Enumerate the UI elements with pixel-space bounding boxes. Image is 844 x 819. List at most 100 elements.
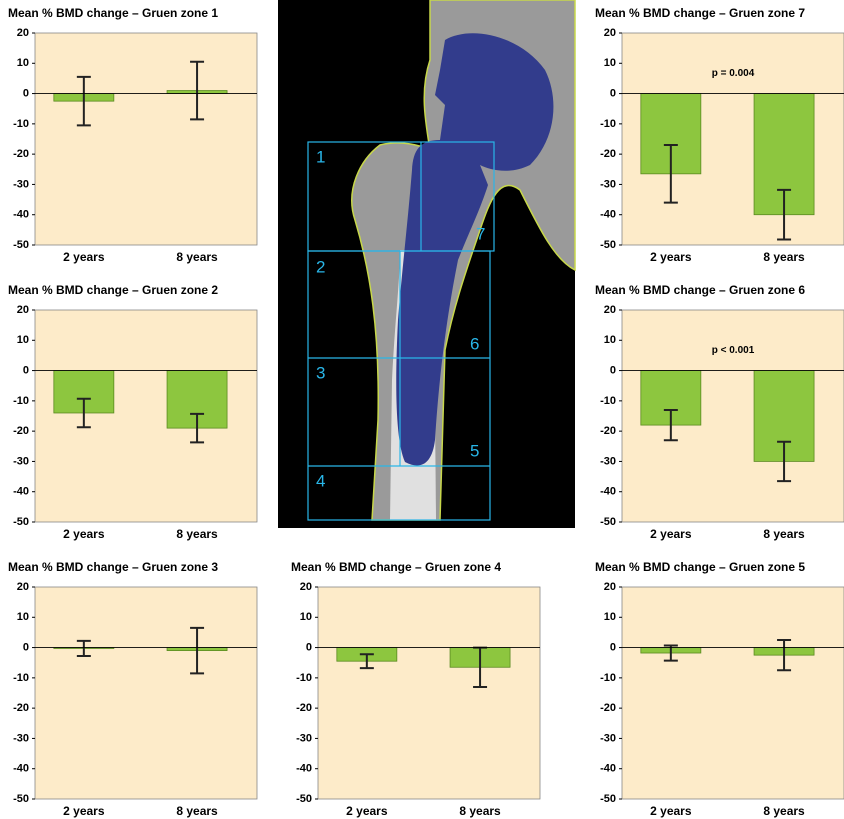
x-tick-label: 8 years (176, 804, 218, 818)
y-tick-label: -40 (13, 486, 29, 498)
chart-title: Mean % BMD change – Gruen zone 2 (8, 283, 218, 297)
y-tick-label: -40 (296, 763, 312, 775)
x-tick-label: 2 years (346, 804, 388, 818)
chart-title: Mean % BMD change – Gruen zone 5 (595, 560, 805, 574)
y-tick-label: 20 (300, 581, 312, 593)
x-tick-label: 2 years (63, 804, 105, 818)
y-tick-label: -30 (600, 455, 616, 467)
y-tick-label: 20 (17, 581, 29, 593)
y-tick-label: -30 (296, 732, 312, 744)
y-tick-label: 20 (17, 304, 29, 316)
x-tick-label: 2 years (63, 527, 105, 541)
annotation: p = 0.004 (712, 68, 755, 79)
y-tick-label: -10 (600, 118, 616, 130)
plot-area (622, 587, 844, 799)
y-tick-label: -10 (296, 672, 312, 684)
annotation: p < 0.001 (712, 345, 755, 356)
y-tick-label: -50 (600, 793, 616, 805)
y-tick-label: 10 (300, 611, 312, 623)
x-tick-label: 8 years (763, 804, 805, 818)
zone-label: 4 (316, 471, 325, 490)
bar-chart: Mean % BMD change – Gruen zone 3 -50 -40 -3… (8, 560, 257, 818)
y-tick-label: 20 (604, 581, 616, 593)
x-tick-label: 8 years (763, 527, 805, 541)
y-tick-label: 10 (17, 334, 29, 346)
y-tick-label: 20 (604, 304, 616, 316)
chart-title: Mean % BMD change – Gruen zone 1 (8, 6, 218, 20)
radiograph: 1 2 3 4 5 6 7 (278, 0, 575, 528)
zone-label: 2 (316, 257, 325, 276)
y-tick-label: -50 (296, 793, 312, 805)
y-tick-label: 0 (23, 364, 29, 376)
chart-title: Mean % BMD change – Gruen zone 7 (595, 6, 805, 20)
y-tick-label: 10 (604, 57, 616, 69)
zone-label: 3 (316, 363, 325, 382)
y-tick-label: -20 (296, 702, 312, 714)
bar-chart: Mean % BMD change – Gruen zone 2 -50 -40 -3… (8, 283, 257, 541)
x-tick-label: 8 years (763, 250, 805, 264)
chart-title: Mean % BMD change – Gruen zone 6 (595, 283, 805, 297)
bar-chart: Mean % BMD change – Gruen zone 5 -50 -40 -3… (595, 560, 844, 818)
y-tick-label: 0 (23, 641, 29, 653)
y-tick-label: 10 (604, 334, 616, 346)
x-tick-label: 8 years (459, 804, 501, 818)
y-tick-label: -40 (600, 486, 616, 498)
page: {"chart_data": [ {"type": "bar", "title"… (0, 0, 844, 819)
x-tick-label: 2 years (650, 804, 692, 818)
y-tick-label: -50 (600, 516, 616, 528)
y-tick-label: 10 (17, 57, 29, 69)
y-tick-label: 0 (610, 364, 616, 376)
y-tick-label: -50 (600, 239, 616, 251)
y-tick-label: -20 (600, 702, 616, 714)
y-tick-label: -30 (13, 178, 29, 190)
y-tick-label: -50 (13, 516, 29, 528)
y-tick-label: -40 (600, 763, 616, 775)
y-tick-label: 10 (17, 611, 29, 623)
bar-chart: Mean % BMD change – Gruen zone 1 -50 -40 -3… (8, 6, 257, 264)
y-tick-label: -20 (13, 702, 29, 714)
bar-chart: Mean % BMD change – Gruen zone 6 -50 -40 -3… (595, 283, 844, 541)
y-tick-label: 0 (610, 641, 616, 653)
zone-label: 5 (470, 441, 479, 460)
y-tick-label: -50 (13, 793, 29, 805)
y-tick-label: 10 (604, 611, 616, 623)
plot-area (35, 33, 257, 245)
y-tick-label: -30 (600, 178, 616, 190)
y-tick-label: -40 (13, 209, 29, 221)
x-tick-label: 8 years (176, 250, 218, 264)
chart-title: Mean % BMD change – Gruen zone 3 (8, 560, 218, 574)
y-tick-label: -30 (600, 732, 616, 744)
zone-label: 6 (470, 334, 479, 353)
y-tick-label: 0 (306, 641, 312, 653)
plot-area (318, 587, 540, 799)
y-tick-label: -20 (600, 425, 616, 437)
y-tick-label: 0 (23, 87, 29, 99)
y-tick-label: -50 (13, 239, 29, 251)
y-tick-label: -10 (13, 672, 29, 684)
x-tick-label: 2 years (650, 250, 692, 264)
y-tick-label: -30 (13, 455, 29, 467)
y-tick-label: -20 (600, 148, 616, 160)
figure: 1 2 3 4 5 6 7 Mean % BMD change – Gruen … (0, 0, 844, 819)
y-tick-label: 20 (604, 27, 616, 39)
y-tick-label: -20 (13, 425, 29, 437)
x-tick-label: 2 years (650, 527, 692, 541)
y-tick-label: -40 (600, 209, 616, 221)
zone-label: 1 (316, 147, 325, 166)
y-tick-label: -30 (13, 732, 29, 744)
y-tick-label: 0 (610, 87, 616, 99)
y-tick-label: -10 (13, 395, 29, 407)
y-tick-label: -10 (600, 672, 616, 684)
x-tick-label: 8 years (176, 527, 218, 541)
bar-chart: Mean % BMD change – Gruen zone 4 -50 -40 -3… (291, 560, 540, 818)
y-tick-label: -40 (13, 763, 29, 775)
y-tick-label: 20 (17, 27, 29, 39)
chart-title: Mean % BMD change – Gruen zone 4 (291, 560, 501, 574)
y-tick-label: -10 (600, 395, 616, 407)
x-tick-label: 2 years (63, 250, 105, 264)
y-tick-label: -20 (13, 148, 29, 160)
zone-label: 7 (476, 224, 485, 243)
plot-area (35, 587, 257, 799)
bar-chart: Mean % BMD change – Gruen zone 7 -50 -40 -3… (595, 6, 844, 264)
y-tick-label: -10 (13, 118, 29, 130)
